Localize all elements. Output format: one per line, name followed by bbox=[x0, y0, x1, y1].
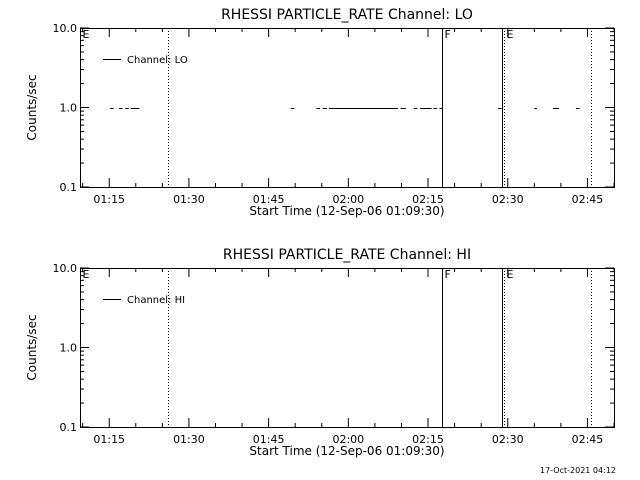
y-tick-label: 0.1 bbox=[60, 181, 78, 194]
x-tick-label: 01:45 bbox=[253, 193, 285, 206]
x-tick-label: 01:15 bbox=[93, 193, 125, 206]
x-tick-label: 02:00 bbox=[332, 433, 364, 446]
x-tick-label: 01:15 bbox=[93, 433, 125, 446]
x-tick-label: 01:30 bbox=[173, 193, 205, 206]
x-tick-label: 02:45 bbox=[572, 193, 604, 206]
y-tick-label: 10.0 bbox=[53, 22, 78, 35]
marker-label: F bbox=[445, 268, 451, 281]
marker-label: E bbox=[507, 28, 514, 41]
x-tick-label: 01:45 bbox=[253, 433, 285, 446]
marker-label: E bbox=[507, 268, 514, 281]
y-tick-label: 10.0 bbox=[53, 262, 78, 275]
y-tick-label: 0.1 bbox=[60, 421, 78, 434]
x-tick-label: 01:30 bbox=[173, 433, 205, 446]
chart-title: RHESSI PARTICLE_RATE Channel: HI bbox=[223, 247, 471, 263]
y-tick-label: 1.0 bbox=[60, 342, 78, 355]
generation-timestamp: 17-Oct-2021 04:12 bbox=[540, 466, 616, 475]
x-tick-label: 02:30 bbox=[492, 193, 524, 206]
marker-label: E bbox=[83, 28, 90, 41]
marker-label: E bbox=[83, 268, 90, 281]
legend-label: Channel: LO bbox=[127, 55, 188, 66]
x-tick-label: 02:15 bbox=[412, 433, 444, 446]
y-tick-label: 1.0 bbox=[60, 102, 78, 115]
x-axis-label: Start Time (12-Sep-06 01:09:30) bbox=[249, 204, 444, 218]
x-tick-label: 02:30 bbox=[492, 433, 524, 446]
plot-frame bbox=[80, 28, 615, 188]
x-tick-label: 02:00 bbox=[332, 193, 364, 206]
x-tick-label: 02:15 bbox=[412, 193, 444, 206]
legend-label: Channel: HI bbox=[127, 295, 185, 306]
x-axis-label: Start Time (12-Sep-06 01:09:30) bbox=[249, 444, 444, 458]
y-axis-label: Counts/sec bbox=[25, 314, 39, 380]
y-axis-label: Counts/sec bbox=[25, 74, 39, 140]
chart-title: RHESSI PARTICLE_RATE Channel: LO bbox=[221, 7, 473, 23]
plot-frame bbox=[80, 268, 615, 428]
marker-label: F bbox=[445, 28, 451, 41]
x-tick-label: 02:45 bbox=[572, 433, 604, 446]
